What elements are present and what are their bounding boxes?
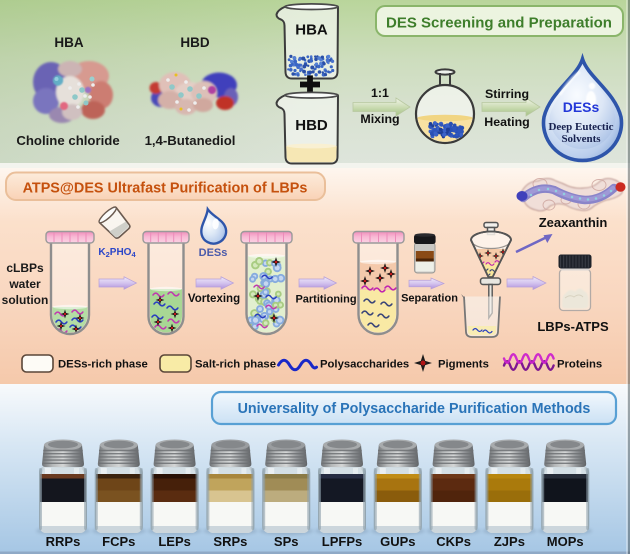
svg-text:Polysaccharides: Polysaccharides (320, 359, 409, 371)
svg-text:cLBPs: cLBPs (6, 261, 44, 275)
svg-text:1:1: 1:1 (371, 86, 389, 100)
svg-text:Stirring: Stirring (485, 87, 529, 101)
svg-text:water: water (8, 277, 41, 291)
svg-text:Mixing: Mixing (360, 112, 399, 126)
svg-text:HBD: HBD (180, 35, 209, 50)
svg-text:LEPs: LEPs (158, 534, 191, 549)
svg-text:HBA: HBA (54, 35, 83, 50)
svg-text:Pigments: Pigments (438, 359, 489, 371)
svg-text:K2PHO4: K2PHO4 (98, 247, 136, 259)
svg-text:FCPs: FCPs (102, 534, 135, 549)
svg-text:Proteins: Proteins (557, 359, 602, 371)
svg-text:ATPS@DES Ultrafast Purificatio: ATPS@DES Ultrafast Purification of LBPs (23, 181, 308, 197)
svg-text:Salt-rich phase: Salt-rich phase (195, 359, 276, 371)
svg-text:DESs-rich phase: DESs-rich phase (58, 359, 148, 371)
svg-text:Separation: Separation (401, 293, 458, 305)
svg-text:DES Screening and Preparation: DES Screening and Preparation (386, 15, 612, 32)
svg-text:Deep Eutectic: Deep Eutectic (548, 121, 613, 133)
svg-text:solution: solution (2, 293, 49, 307)
svg-text:HBD: HBD (295, 117, 328, 134)
svg-text:HBA: HBA (295, 22, 328, 39)
svg-text:ZJPs: ZJPs (494, 534, 525, 549)
svg-text:Vortexing: Vortexing (188, 293, 240, 305)
svg-text:1,4-Butanediol: 1,4-Butanediol (145, 133, 236, 148)
svg-text:RRPs: RRPs (46, 534, 81, 549)
svg-text:Choline chloride: Choline chloride (16, 133, 119, 148)
svg-text:SRPs: SRPs (213, 534, 247, 549)
svg-text:Heating: Heating (484, 115, 529, 129)
svg-text:Zeaxanthin: Zeaxanthin (539, 215, 608, 230)
svg-text:DESs: DESs (563, 99, 600, 115)
svg-text:Partitioning: Partitioning (295, 294, 356, 306)
svg-text:LBPs-ATPS: LBPs-ATPS (537, 319, 609, 334)
svg-text:Solvents: Solvents (561, 133, 601, 145)
svg-text:MOPs: MOPs (547, 534, 584, 549)
svg-text:DESs: DESs (199, 247, 228, 259)
svg-text:LPFPs: LPFPs (322, 534, 362, 549)
svg-text:SPs: SPs (274, 534, 299, 549)
svg-text:GUPs: GUPs (380, 534, 415, 549)
svg-text:Universality of Polysaccharide: Universality of Polysaccharide Purificat… (238, 401, 591, 417)
svg-text:CKPs: CKPs (436, 534, 471, 549)
